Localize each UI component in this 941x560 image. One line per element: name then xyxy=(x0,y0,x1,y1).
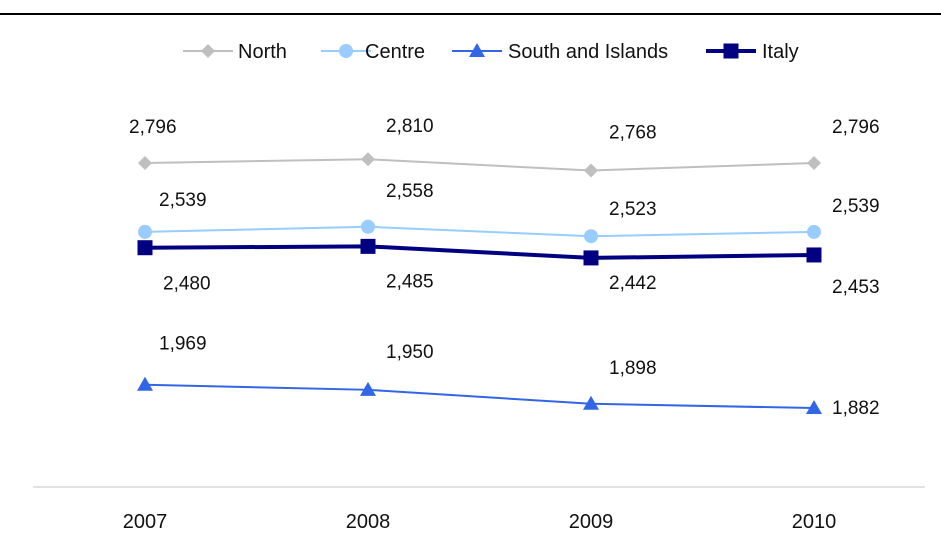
data-label-italy-2008: 2,485 xyxy=(386,271,434,292)
legend-label-centre: Centre xyxy=(365,41,425,63)
series-line-centre xyxy=(144,225,815,238)
legend-label-north: North xyxy=(238,41,287,63)
data-point-north-2007 xyxy=(138,156,152,170)
data-label-centre-2009: 2,523 xyxy=(609,199,657,220)
series-line-italy xyxy=(144,244,815,260)
legend-item-centre: Centre xyxy=(321,41,425,63)
data-point-north-2010 xyxy=(807,156,821,170)
legend-label-south-and-islands: South and Islands xyxy=(508,41,668,63)
series-line-south-and-islands xyxy=(144,383,815,410)
x-axis-tick-labels: 2007 2008 2009 2010 xyxy=(123,511,837,533)
x-tick-label-2008: 2008 xyxy=(346,511,391,533)
data-point-italy-2009 xyxy=(583,250,599,266)
legend-marker-south-and-islands xyxy=(469,43,485,57)
data-point-centre-2007 xyxy=(138,224,152,239)
data-label-north-2009: 2,768 xyxy=(609,123,657,144)
series-italy xyxy=(137,238,822,266)
series-south-and-islands xyxy=(137,376,822,415)
data-label-south-and-islands-2008: 1,950 xyxy=(386,342,434,363)
legend-marker-italy xyxy=(723,43,739,59)
data-label-centre-2010: 2,539 xyxy=(832,196,880,217)
data-label-north-2007: 2,796 xyxy=(129,117,177,138)
data-label-south-and-islands-2010: 1,882 xyxy=(832,398,880,419)
legend-item-north: North xyxy=(183,41,287,63)
data-point-italy-2007 xyxy=(137,240,153,256)
legend-marker-centre xyxy=(339,44,353,58)
series-centre xyxy=(138,219,821,244)
data-point-north-2009 xyxy=(584,163,598,178)
data-point-centre-2008 xyxy=(361,219,375,234)
legend-item-italy: Italy xyxy=(706,41,799,63)
x-tick-label-2007: 2007 xyxy=(123,511,168,533)
x-tick-label-2009: 2009 xyxy=(569,511,614,533)
data-point-italy-2008 xyxy=(360,238,376,254)
data-label-centre-2007: 2,539 xyxy=(159,190,207,211)
legend-item-south-and-islands: South and Islands xyxy=(452,41,668,63)
data-point-south-and-islands-2009 xyxy=(583,395,599,410)
legend: North Centre South and Islands Italy xyxy=(183,41,799,63)
x-tick-label-2010: 2010 xyxy=(792,511,837,533)
data-point-south-and-islands-2008 xyxy=(360,381,376,396)
series-north xyxy=(138,152,821,178)
legend-marker-north xyxy=(201,44,215,58)
data-point-centre-2009 xyxy=(584,229,598,244)
data-point-north-2008 xyxy=(361,152,375,167)
data-label-italy-2007: 2,480 xyxy=(163,274,211,295)
data-label-south-and-islands-2007: 1,969 xyxy=(159,334,207,355)
data-label-south-and-islands-2009: 1,898 xyxy=(609,358,657,379)
data-labels: 2,796 2,810 2,768 2,796 2,539 2,558 2,523 2,539… xyxy=(129,116,880,419)
data-label-italy-2009: 2,442 xyxy=(609,273,657,294)
data-label-italy-2010: 2,453 xyxy=(832,277,880,298)
data-label-north-2008: 2,810 xyxy=(386,116,434,137)
data-point-south-and-islands-2010 xyxy=(806,400,822,415)
data-point-south-and-islands-2007 xyxy=(137,376,153,391)
series-layer xyxy=(137,152,822,415)
data-point-italy-2010 xyxy=(806,247,822,263)
data-point-centre-2010 xyxy=(807,224,821,239)
data-label-north-2010: 2,796 xyxy=(832,117,880,138)
data-label-centre-2008: 2,558 xyxy=(386,181,434,202)
legend-label-italy: Italy xyxy=(762,41,799,63)
series-line-north xyxy=(144,158,815,172)
